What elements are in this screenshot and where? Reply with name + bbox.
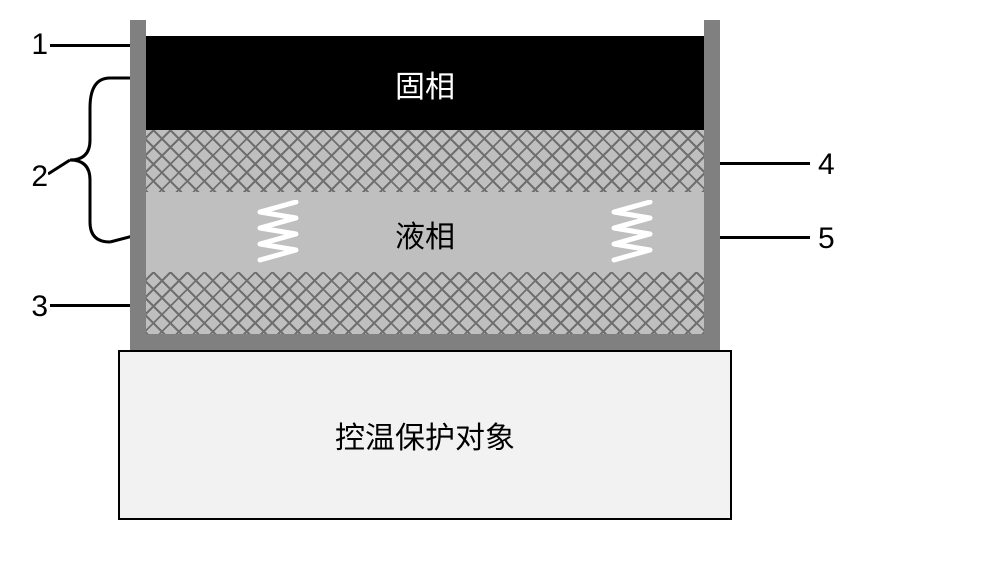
liquid-phase-label: 液相 bbox=[325, 212, 525, 256]
layer-mesh-upper bbox=[146, 130, 704, 192]
protect-object-label: 控温保护对象 bbox=[335, 413, 515, 457]
solid-phase-label: 固相 bbox=[325, 62, 525, 106]
diagram-stage: 1 2 3 4 5 固相 液相 控温保护对象 bbox=[0, 0, 1000, 573]
callout-1: 1 bbox=[22, 28, 48, 62]
coil-right bbox=[610, 200, 654, 264]
protect-object-box: 控温保护对象 bbox=[118, 350, 732, 520]
callout-3: 3 bbox=[22, 290, 48, 324]
wall-left bbox=[130, 20, 146, 350]
wall-bottom bbox=[130, 334, 720, 350]
leader-1 bbox=[50, 44, 130, 47]
layer-mesh-lower bbox=[146, 272, 704, 334]
callout-2: 2 bbox=[22, 160, 48, 194]
callout-4: 4 bbox=[818, 148, 844, 182]
wall-right bbox=[704, 20, 720, 350]
callout-5: 5 bbox=[818, 222, 844, 256]
coil-left bbox=[256, 200, 300, 264]
